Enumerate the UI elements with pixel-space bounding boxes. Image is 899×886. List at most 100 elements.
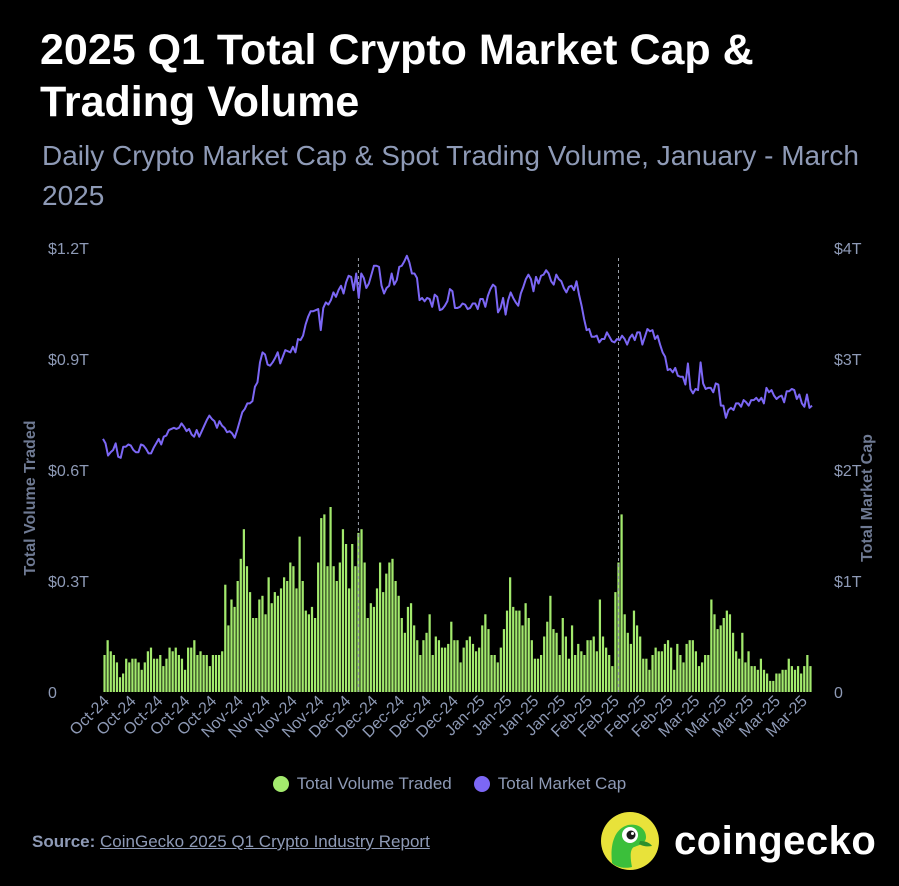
volume-bar: [162, 666, 165, 692]
volume-bar: [697, 666, 701, 692]
volume-bar: [419, 655, 422, 692]
volume-bar: [580, 651, 583, 692]
volume-bar: [617, 562, 620, 692]
volume-bar: [474, 651, 478, 692]
volume-bar: [722, 618, 725, 692]
volume-bar: [586, 640, 589, 692]
legend-item-volume[interactable]: Total Volume Traded: [272, 774, 452, 794]
volume-bar: [592, 636, 595, 692]
volume-bar: [651, 655, 654, 692]
gecko-logo-icon: [601, 812, 659, 870]
volume-bar: [456, 640, 459, 692]
volume-bar: [431, 655, 434, 692]
volume-bar: [317, 562, 320, 692]
volume-bar: [775, 673, 778, 692]
volume-bar: [245, 566, 249, 692]
volume-bar: [115, 662, 119, 692]
source-link[interactable]: CoinGecko 2025 Q1 Crypto Industry Report: [100, 832, 430, 851]
volume-bar: [536, 658, 540, 692]
volume-bar: [468, 636, 471, 692]
volume-bar: [385, 573, 388, 692]
volume-bar: [177, 655, 180, 692]
volume-bar: [183, 669, 187, 692]
volume-bar: [574, 655, 577, 692]
volume-bar: [790, 666, 793, 692]
volume-bar: [363, 562, 366, 692]
volume-bar: [558, 655, 561, 692]
volume-bar: [273, 592, 276, 692]
right-tick-label: $2T: [834, 463, 862, 480]
volume-bar: [570, 625, 574, 692]
volume-bar: [493, 655, 496, 692]
volume-bar: [255, 618, 258, 692]
right-axis-ticks: 0 $1T $2T $3T $4T: [834, 241, 862, 702]
volume-bar: [645, 658, 648, 692]
volume-bar: [527, 618, 530, 692]
volume-bar: [425, 632, 428, 692]
volume-bar: [524, 603, 527, 692]
volume-bar: [422, 640, 425, 692]
source-label: Source:: [32, 832, 96, 851]
volume-bar: [608, 655, 611, 692]
volume-bar: [270, 603, 273, 692]
brand-name: coingecko: [674, 818, 877, 863]
volume-bar: [583, 655, 586, 692]
volume-bar: [180, 658, 184, 692]
volume-bar: [106, 640, 109, 692]
source-note: Source: CoinGecko 2025 Q1 Crypto Industr…: [32, 832, 430, 852]
volume-bar: [769, 680, 772, 692]
volume-bar: [781, 669, 784, 692]
volume-bar: [688, 640, 691, 692]
x-axis-ticks: Oct-24Oct-24Oct-24Oct-24Oct-24Nov-24Nov-…: [67, 693, 811, 742]
volume-bar: [165, 658, 168, 692]
volume-bar: [382, 592, 385, 692]
volume-bar: [406, 606, 410, 692]
volume-bar: [233, 606, 236, 692]
volume-bar: [152, 658, 156, 692]
volume-bar: [122, 673, 125, 692]
volume-bar: [193, 640, 196, 692]
volume-bar: [428, 614, 431, 692]
volume-bar: [499, 647, 502, 692]
volume-bar: [453, 640, 456, 692]
volume-bar: [716, 629, 719, 692]
volume-bar: [125, 658, 128, 692]
volume-bar: [728, 614, 732, 692]
volume-bar: [388, 562, 391, 692]
volume-bar: [341, 529, 345, 692]
volume-bar: [509, 577, 512, 692]
volume-bar: [174, 647, 177, 692]
volume-bar: [601, 636, 605, 692]
volume-bar: [171, 651, 174, 692]
volume-bar: [753, 666, 756, 692]
volume-bar: [759, 658, 763, 692]
volume-bar: [217, 655, 221, 692]
volume-bar: [258, 599, 261, 692]
right-tick-label: $4T: [834, 241, 862, 258]
volume-bar: [283, 577, 286, 692]
volume-bar: [546, 621, 549, 692]
volume-bar: [484, 614, 487, 692]
volume-bar: [168, 647, 171, 692]
volume-bar: [793, 669, 797, 692]
volume-bar: [635, 625, 639, 692]
volume-bar: [496, 662, 499, 692]
volume-bar: [502, 629, 506, 692]
volume-bar: [146, 651, 150, 692]
volume-bar: [543, 636, 546, 692]
volume-bar: [750, 666, 753, 692]
left-tick-label: $1.2T: [48, 241, 89, 258]
volume-bar: [205, 655, 208, 692]
volume-bar: [685, 643, 688, 692]
volume-bar: [248, 592, 252, 692]
brand: coingecko: [600, 812, 876, 870]
volume-bar: [391, 558, 394, 692]
volume-bar: [679, 655, 682, 692]
volume-bar: [211, 655, 215, 692]
volume-bar: [738, 658, 741, 692]
volume-bar: [772, 680, 775, 692]
volume-bar: [208, 666, 211, 692]
legend-item-market-cap[interactable]: Total Market Cap: [473, 774, 626, 794]
volume-bar: [313, 618, 317, 692]
volume-bar: [673, 669, 676, 692]
